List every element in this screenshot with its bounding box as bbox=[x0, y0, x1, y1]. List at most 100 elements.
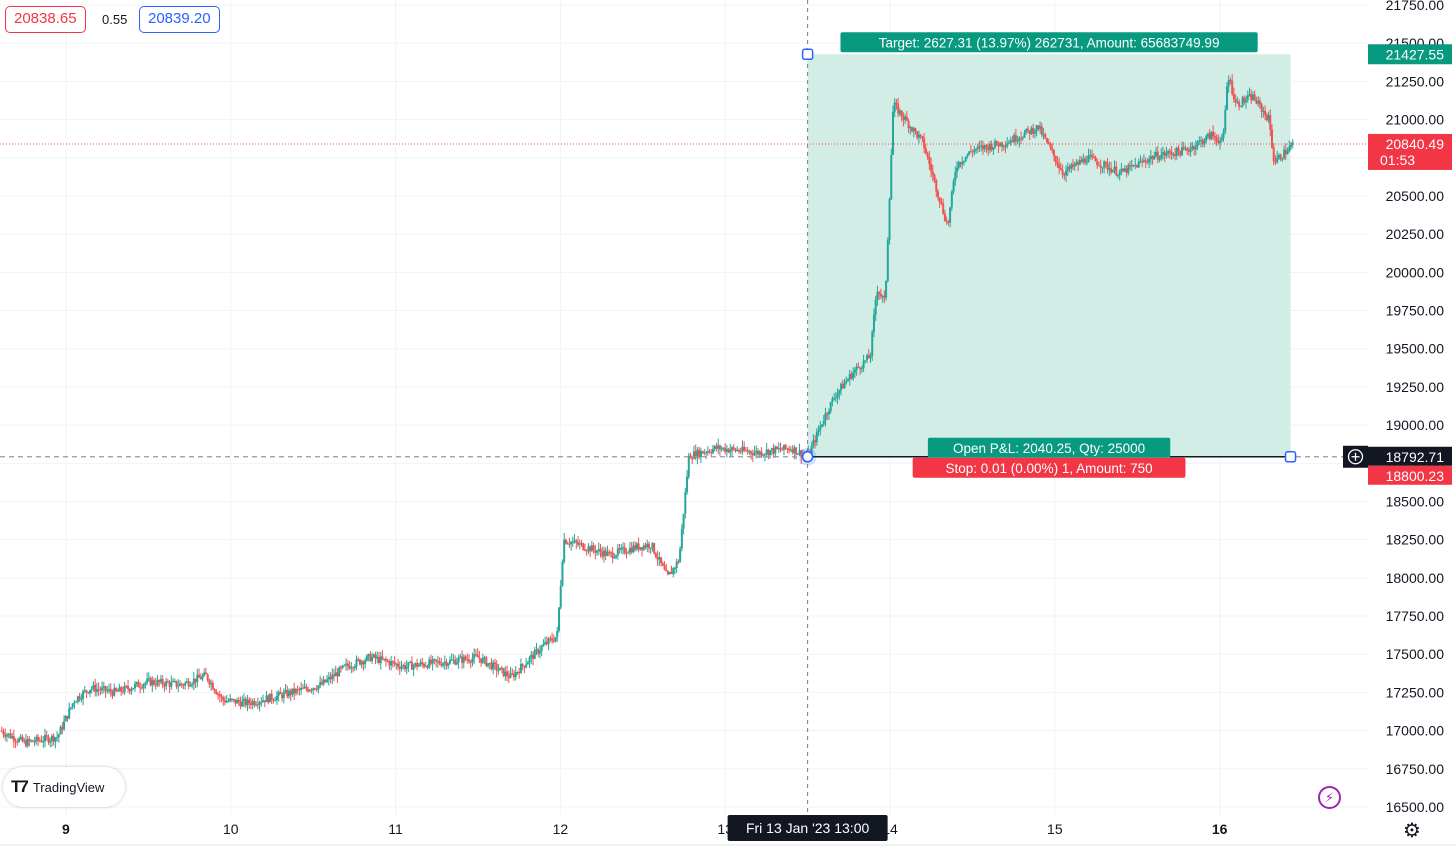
ask-price-box[interactable]: 20839.20 bbox=[139, 6, 220, 33]
candle-body bbox=[938, 197, 941, 203]
candle-body bbox=[1132, 164, 1135, 166]
candle-body bbox=[279, 692, 282, 695]
candle-body bbox=[1198, 140, 1201, 142]
candle-body bbox=[682, 513, 685, 529]
price-tick-label: 18500.00 bbox=[1386, 493, 1445, 509]
pnl-badge[interactable]: Open P&L: 2040.25, Qty: 25000 bbox=[927, 437, 1171, 458]
candle-body bbox=[878, 291, 881, 294]
candle-body bbox=[973, 149, 976, 152]
candle-body bbox=[1127, 165, 1130, 174]
candle-body bbox=[336, 672, 339, 677]
candle-body bbox=[185, 681, 188, 683]
candle-body bbox=[891, 111, 894, 155]
candle-body bbox=[881, 295, 884, 297]
candle-body bbox=[184, 682, 187, 686]
candle-body bbox=[732, 447, 735, 449]
candle-body bbox=[1054, 156, 1057, 162]
candle-body bbox=[945, 220, 948, 222]
candle-body bbox=[163, 684, 166, 687]
candle-body bbox=[824, 413, 827, 421]
candle-body bbox=[1227, 80, 1230, 87]
candle-body bbox=[552, 640, 555, 642]
candle-body bbox=[667, 571, 670, 575]
candle-body bbox=[109, 689, 112, 693]
time-tick-label: 12 bbox=[553, 821, 569, 837]
tradingview-logo[interactable]: T7 TradingView bbox=[3, 767, 125, 807]
candle-body bbox=[222, 697, 225, 701]
candle-body bbox=[1084, 158, 1087, 163]
candle-body bbox=[175, 680, 178, 687]
candle-body bbox=[499, 667, 502, 671]
candle-body bbox=[570, 542, 573, 545]
candle-body bbox=[1096, 161, 1099, 166]
candle-body bbox=[872, 314, 875, 332]
candle-body bbox=[159, 679, 162, 683]
candle-body bbox=[1201, 139, 1204, 144]
candle-body bbox=[1039, 126, 1042, 129]
candle-body bbox=[113, 688, 116, 696]
candle-body bbox=[158, 680, 161, 683]
target-handle[interactable] bbox=[801, 48, 814, 61]
candle-body bbox=[990, 144, 993, 150]
candle-body bbox=[905, 116, 908, 121]
position-handles[interactable] bbox=[798, 48, 1297, 466]
entry-handle[interactable] bbox=[801, 451, 814, 463]
candle-body bbox=[210, 682, 213, 685]
candle-body bbox=[701, 451, 704, 454]
candle-body bbox=[1075, 162, 1078, 165]
candle-body bbox=[618, 548, 621, 550]
candle-body bbox=[812, 440, 815, 446]
price-axis[interactable]: 16500.00 16750.00 17000.00 17250.00 17500.00… bbox=[1343, 0, 1456, 815]
candle-body bbox=[1291, 142, 1294, 145]
candle-body bbox=[1165, 153, 1168, 156]
candle-body bbox=[223, 700, 226, 703]
candle-body bbox=[469, 661, 472, 663]
candle-body bbox=[459, 656, 462, 658]
pnl-badge-text: Open P&L: 2040.25, Qty: 25000 bbox=[953, 441, 1145, 456]
candle-body bbox=[1051, 147, 1054, 151]
candle-body bbox=[424, 666, 427, 668]
candle-body bbox=[353, 666, 356, 669]
candle-body bbox=[397, 663, 400, 667]
candle-body bbox=[592, 545, 595, 550]
candle-body bbox=[390, 661, 393, 666]
candle-body bbox=[49, 740, 52, 743]
candle-body bbox=[43, 735, 46, 742]
candle-body bbox=[272, 699, 275, 701]
candle-body bbox=[757, 450, 760, 455]
stop-badge[interactable]: Stop: 0.01 (0.00%) 1, Amount: 750 bbox=[912, 457, 1186, 478]
lightning-icon[interactable]: ⚡ bbox=[1318, 786, 1341, 809]
candle-body bbox=[841, 383, 844, 389]
candle-body bbox=[885, 281, 888, 298]
candle-body bbox=[153, 680, 156, 685]
gear-icon[interactable]: ⚙ bbox=[1403, 820, 1421, 842]
candle-body bbox=[1040, 126, 1043, 135]
candle-body bbox=[383, 658, 386, 660]
candle-body bbox=[1205, 135, 1208, 141]
end-handle[interactable] bbox=[1284, 451, 1297, 463]
candle-body bbox=[33, 741, 36, 743]
candle-body bbox=[144, 682, 147, 685]
candle-body bbox=[241, 700, 244, 707]
candle-body bbox=[199, 677, 202, 680]
candle-body bbox=[632, 545, 635, 553]
candle-body bbox=[712, 449, 715, 453]
candle-body bbox=[1238, 101, 1241, 107]
candle-body bbox=[544, 641, 547, 645]
price-tick-label: 17250.00 bbox=[1386, 684, 1445, 700]
target-badge[interactable]: Target: 2627.31 (13.97%) 262731, Amount:… bbox=[840, 32, 1258, 53]
candle-body bbox=[1001, 142, 1004, 147]
candle-body bbox=[755, 450, 758, 453]
candle-body bbox=[720, 448, 723, 450]
candle-body bbox=[680, 528, 683, 549]
candle-body bbox=[1186, 148, 1189, 151]
candle-body bbox=[277, 692, 280, 696]
candle-body bbox=[686, 476, 689, 493]
candle-body bbox=[308, 689, 311, 692]
candle-body bbox=[898, 110, 901, 114]
candle-body bbox=[5, 734, 8, 737]
candle-body bbox=[846, 379, 849, 382]
bid-price-box[interactable]: 20838.65 bbox=[5, 6, 86, 33]
